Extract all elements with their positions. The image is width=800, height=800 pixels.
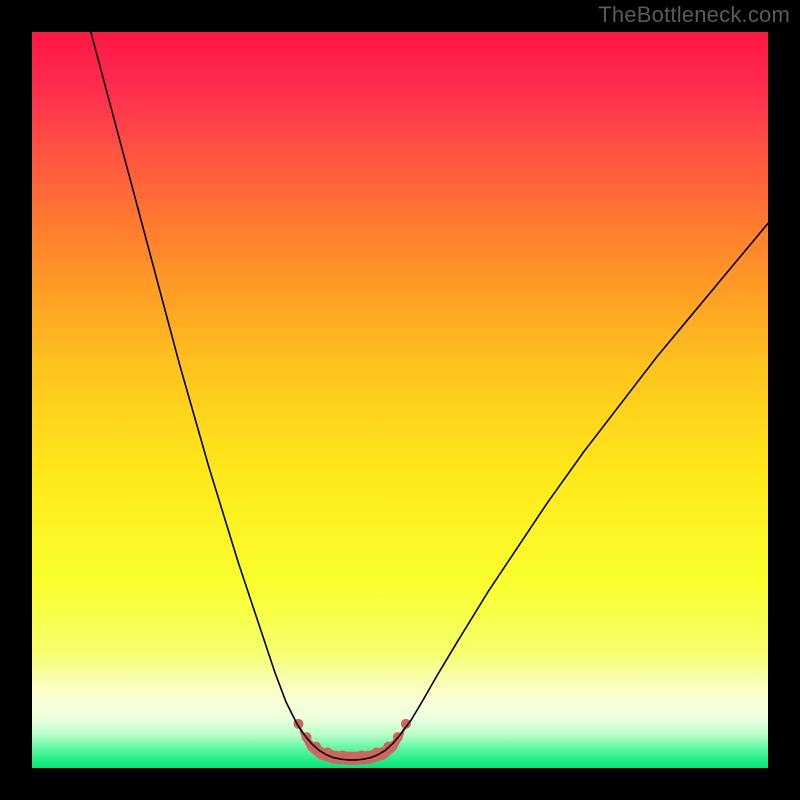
watermark-text: TheBottleneck.com	[598, 2, 790, 28]
chart-svg	[32, 32, 768, 768]
gradient-background	[32, 32, 768, 768]
plot-area	[32, 32, 768, 768]
chart-container: TheBottleneck.com	[0, 0, 800, 800]
